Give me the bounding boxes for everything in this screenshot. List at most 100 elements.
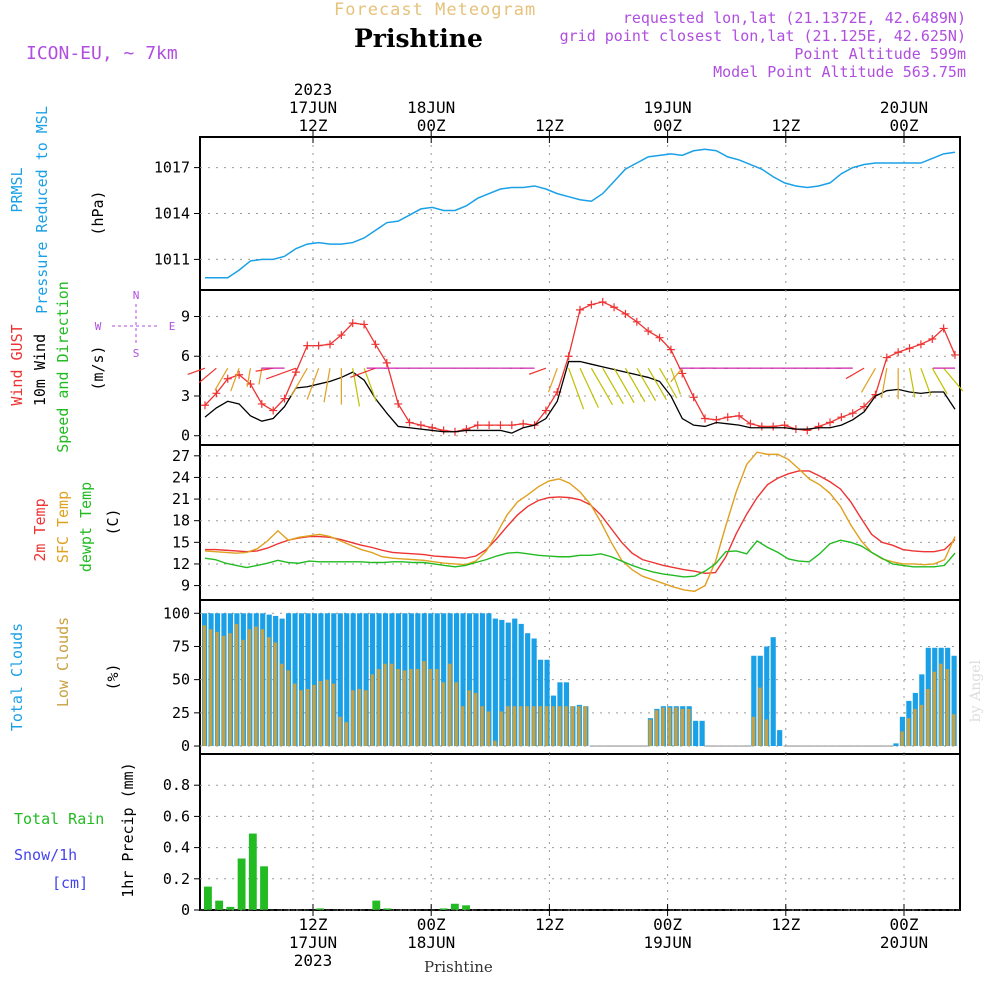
time-label-bottom: 12Z (771, 915, 800, 934)
low-cloud-bar (273, 642, 277, 747)
total-cloud-bar (512, 618, 518, 747)
wind-direction-arrow (880, 368, 888, 399)
wind-direction-arrow (363, 367, 377, 402)
rain-bar (248, 833, 257, 910)
time-label-bottom: 00Z (417, 915, 446, 934)
dewpt-label: dewpt Temp (77, 482, 95, 572)
y-tick-label: 50 (172, 671, 190, 689)
sfc-temp-line (204, 451, 956, 593)
low-cloud-bar (532, 706, 536, 747)
wind-gust-marker (689, 393, 698, 402)
total-cloud-bar (466, 613, 473, 747)
wind-gust-marker (269, 406, 278, 415)
wind-gust-marker (348, 319, 357, 328)
low-cloud-bar (402, 670, 407, 747)
wind-gust-marker (462, 425, 471, 434)
low-cloud-bar (474, 692, 478, 747)
wind-gust-marker (826, 418, 834, 427)
low-cloud-bar (247, 629, 252, 747)
total-cloud-bar (460, 613, 466, 747)
wind-direction-arrow (590, 367, 614, 406)
low-cloud-bar (913, 708, 917, 747)
total-cloud-bar (544, 659, 550, 747)
wind-unit: (m/s) (89, 345, 107, 390)
compass-cross (112, 304, 160, 346)
rain-bar (204, 886, 212, 910)
wind-direction-arrow (845, 367, 865, 380)
time-label-bottom: 19JUN (644, 933, 692, 952)
wind-direction-arrow (306, 367, 320, 400)
wind-gust-marker (405, 418, 414, 427)
low-cloud-bar (396, 669, 400, 747)
low-cloud-bar (267, 637, 271, 747)
low-cloud-bar (751, 716, 756, 747)
low-cloud-bar (654, 710, 659, 747)
low-cloud-bar (919, 704, 924, 747)
total-cloud-bar (751, 655, 757, 747)
wind-direction-arrow (670, 367, 683, 383)
total-cloud-bar (693, 720, 699, 747)
time-label-bottom: 00Z (653, 915, 682, 934)
wind-gust-marker (848, 409, 857, 418)
wind-gust-marker (587, 300, 596, 309)
wind-gust-marker (655, 333, 664, 342)
wind-gust-marker (814, 422, 823, 431)
y-tick-label: 0 (181, 901, 190, 919)
wind-gust-marker (496, 421, 505, 430)
total-cloud-bar (479, 613, 486, 747)
total-cloud-bar (331, 613, 337, 747)
temp-2m-line (205, 470, 956, 575)
pressure-label-2: Pressure Reduced to MSL (33, 106, 51, 314)
total-cloud-bar (318, 613, 324, 747)
low-cloud-bar (461, 706, 465, 747)
rain-bar (450, 903, 459, 910)
low-cloud-bar (493, 740, 497, 747)
wind-gust-marker (473, 421, 482, 430)
low-cloud-bar (758, 687, 762, 747)
pressure-line (205, 148, 956, 279)
wind-speed-line (204, 360, 956, 434)
low-cloud-bar (570, 706, 575, 747)
model-altitude: Model Point Altitude 563.75m (713, 63, 966, 81)
wind-gust-marker (360, 320, 369, 329)
total-cloud-bar (363, 613, 369, 747)
low-cloud-bar (390, 663, 394, 747)
time-label-bottom: 17JUN (289, 933, 337, 952)
wind-dir-label: Speed and Direction (54, 281, 72, 453)
low-cloud-bar (564, 706, 568, 747)
wind-direction-arrow (860, 367, 876, 393)
wind-gust-marker (371, 340, 380, 349)
wind-direction-arrow (920, 367, 932, 396)
total-cloud-bar (454, 613, 460, 747)
low-cloud-bar (939, 663, 943, 747)
low-cloud-bar (538, 706, 542, 747)
total-cloud-bar (441, 613, 447, 747)
total-cloud-bar (357, 613, 363, 747)
low-cloud-bar (254, 626, 258, 747)
time-label-top: 00Z (653, 116, 682, 135)
wind-gust-marker (860, 402, 869, 411)
low-cloud-bar (674, 707, 678, 747)
low-cloud-bar (435, 669, 439, 747)
total-cloud-bar (699, 720, 705, 747)
wind-direction-arrow (350, 367, 376, 378)
low-cloud-bar (932, 671, 937, 747)
y-tick-label: 0.4 (163, 839, 190, 857)
y-tick-label: 27 (172, 447, 190, 465)
wind-gust-marker (485, 421, 494, 430)
y-tick-label: 3 (181, 387, 190, 405)
low-cloud-bar (422, 661, 426, 747)
time-label-bottom: 2023 (294, 951, 333, 970)
total-cloud-label: Total Clouds (8, 623, 26, 731)
compass-east: E (169, 320, 176, 333)
low-cloud-bar (318, 680, 323, 747)
wind-gust-marker (928, 335, 937, 344)
wind-direction-arrow (636, 367, 657, 402)
y-tick-label: 1011 (154, 250, 190, 268)
wind-direction-arrow (670, 367, 682, 395)
wind-gust-marker (507, 421, 516, 430)
rain-bar (316, 908, 325, 910)
low-cloud-bar (661, 707, 665, 747)
wind-gust-marker (632, 317, 641, 326)
